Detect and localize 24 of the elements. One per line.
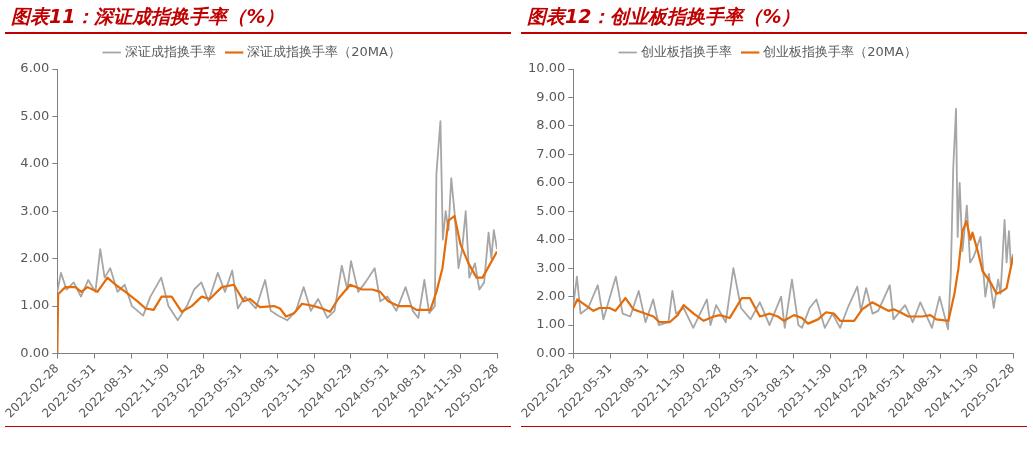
y-tick-label: 9.00 [536,88,566,104]
y-tick-label: 7.00 [536,145,566,161]
y-tick-label: 0.00 [20,344,50,360]
y-tick-label: 3.00 [536,259,566,275]
legend-label: 创业板指换手率（20MA） [763,43,917,59]
legend-label: 深证成指换手率（20MA） [247,43,401,59]
y-tick-label: 2.00 [536,287,566,303]
y-tick-label: 8.00 [536,117,566,133]
chart-title: 图表12：创业板指换手率（%） [521,0,1027,34]
y-tick-label: 1.00 [20,297,50,313]
y-tick-label: 4.00 [536,231,566,247]
legend-label: 创业板指换手率 [640,43,732,59]
y-tick-label: 3.00 [20,202,50,218]
legend-label: 深证成指换手率 [124,43,216,59]
y-tick-label: 10.00 [528,60,566,76]
y-tick-label: 4.00 [20,155,50,171]
y-tick-label: 0.00 [536,344,566,360]
y-tick-label: 5.00 [536,202,566,218]
y-tick-label: 1.00 [536,316,566,332]
chart-title: 图表11：深证成指换手率（%） [5,0,511,34]
y-tick-label: 6.00 [20,60,50,76]
y-tick-label: 5.00 [20,107,50,123]
y-tick-label: 6.00 [536,174,566,190]
y-tick-label: 2.00 [20,250,50,266]
